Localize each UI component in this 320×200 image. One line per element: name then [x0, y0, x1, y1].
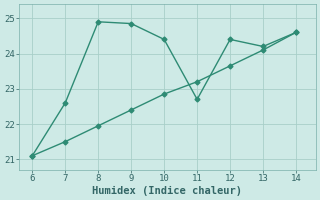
X-axis label: Humidex (Indice chaleur): Humidex (Indice chaleur): [92, 186, 243, 196]
